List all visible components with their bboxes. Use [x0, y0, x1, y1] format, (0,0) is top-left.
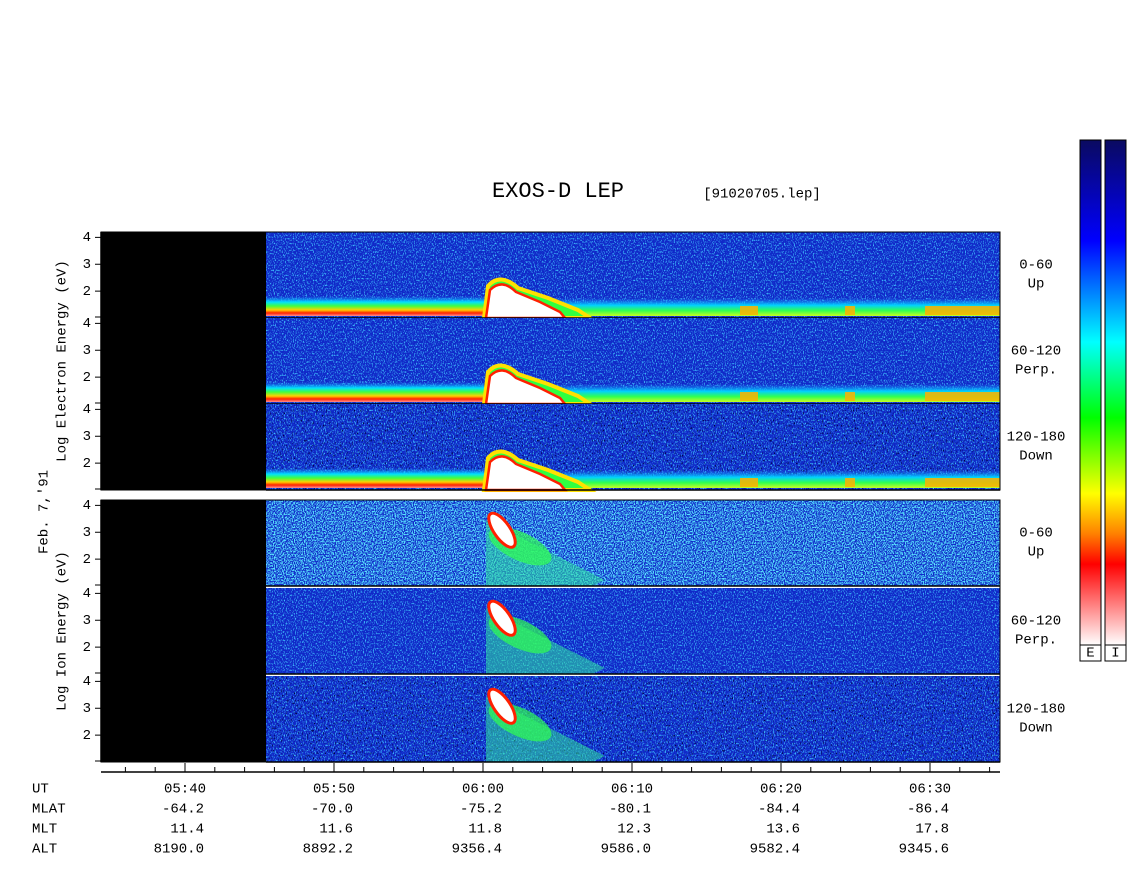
y-tick-label: 2 — [83, 456, 91, 472]
ephemeris-value: -64.2 — [162, 802, 204, 818]
y-tick-label: 3 — [83, 525, 91, 541]
colorbar-label: E — [1086, 646, 1094, 662]
electron-axis-label: Log Electron Energy (eV) — [55, 260, 71, 462]
y-tick-label: 3 — [83, 613, 91, 629]
y-tick-label: 4 — [83, 586, 91, 602]
ephemeris-value: 12.3 — [617, 822, 651, 838]
ephemeris-value: 8892.2 — [303, 842, 353, 858]
panel-direction: Up — [1028, 545, 1045, 561]
y-tick-label: 4 — [83, 402, 91, 418]
ephemeris-value: 8190.0 — [154, 842, 204, 858]
ut-label: 06:20 — [760, 782, 802, 798]
colorbar-i — [1104, 139, 1127, 646]
flux-band — [845, 478, 855, 487]
y-tick-label: 2 — [83, 370, 91, 386]
ut-label: 06:10 — [611, 782, 653, 798]
panel-range: 60-120 — [1011, 344, 1061, 360]
y-tick-label: 3 — [83, 343, 91, 359]
ephemeris-value: 9586.0 — [601, 842, 651, 858]
flux-enhancement — [484, 455, 568, 492]
no-data-region — [101, 500, 266, 762]
ephemeris-value: 13.6 — [766, 822, 800, 838]
panel-direction: Up — [1028, 277, 1045, 293]
flux-band — [845, 306, 855, 315]
flux-band — [925, 392, 1000, 401]
date-label: Feb. 7,'91 — [37, 470, 53, 554]
y-tick-label: 4 — [83, 674, 91, 690]
flux-band — [740, 478, 758, 487]
flux-band — [925, 306, 1000, 315]
plot-frame — [100, 231, 1001, 491]
panel-range: 120-180 — [1007, 702, 1066, 718]
ion-peak — [487, 511, 517, 549]
colorbar-label-box — [1079, 644, 1102, 662]
ion-axis-label: Log Ion Energy (eV) — [55, 551, 71, 711]
ut-label: 06:30 — [909, 782, 951, 798]
panel-range: 120-180 — [1007, 430, 1066, 446]
y-tick-label: 2 — [83, 552, 91, 568]
ephemeris-value: -75.2 — [460, 802, 502, 818]
flux-band — [740, 392, 758, 401]
panel-range: 60-120 — [1011, 614, 1061, 630]
flux-band — [266, 468, 484, 488]
flux-band — [266, 382, 484, 402]
colorbars: E I — [1079, 139, 1127, 662]
panel-direction: Down — [1019, 721, 1053, 737]
row-label: MLAT — [32, 802, 66, 818]
ephemeris-value: -70.0 — [311, 802, 353, 818]
no-data-region — [101, 232, 266, 490]
y-tick-label: 4 — [83, 230, 91, 246]
ut-label: 06:00 — [462, 782, 504, 798]
file-name: [91020705.lep] — [703, 187, 821, 203]
ion-peak — [487, 687, 517, 725]
ephemeris-value: 17.8 — [915, 822, 949, 838]
ephemeris-value: 9345.6 — [899, 842, 949, 858]
ephemeris-value: -86.4 — [907, 802, 949, 818]
y-tick-label: 4 — [83, 316, 91, 332]
flux-band — [740, 306, 758, 315]
panel-range: 0-60 — [1019, 258, 1053, 274]
y-tick-label: 2 — [83, 640, 91, 656]
flux-enhancement — [484, 283, 568, 320]
flux-enhancement — [484, 369, 568, 406]
flux-band — [925, 478, 1000, 487]
colorbar-label: I — [1111, 646, 1119, 662]
row-label: ALT — [32, 842, 57, 858]
spectrogram-noise — [266, 500, 1000, 586]
y-tick-label: 2 — [83, 284, 91, 300]
ephemeris-value: -80.1 — [609, 802, 651, 818]
ut-label: 05:40 — [164, 782, 206, 798]
panel-direction: Down — [1019, 449, 1053, 465]
ephemeris-value: 11.8 — [468, 822, 502, 838]
y-tick-label: 3 — [83, 701, 91, 717]
spectrogram-noise — [266, 588, 1000, 674]
flux-band — [266, 296, 484, 316]
y-tick-label: 3 — [83, 257, 91, 273]
panel-direction: Perp. — [1015, 363, 1057, 379]
panel-range: 0-60 — [1019, 526, 1053, 542]
ephemeris-value: 11.4 — [170, 822, 204, 838]
ephemeris-value: 9356.4 — [452, 842, 502, 858]
y-tick-label: 2 — [83, 728, 91, 744]
ephemeris-value: -84.4 — [758, 802, 800, 818]
row-label: UT — [32, 782, 49, 798]
ut-label: 05:50 — [313, 782, 355, 798]
plot-frame — [100, 499, 1001, 763]
y-tick-label: 4 — [83, 498, 91, 514]
flux-band — [845, 392, 855, 401]
colorbar-label-box — [1104, 644, 1127, 662]
spectrogram-dropouts — [266, 676, 1000, 762]
ephemeris-value: 9582.4 — [750, 842, 800, 858]
ephemeris-value: 11.6 — [319, 822, 353, 838]
title: EXOS-D LEP — [492, 179, 624, 204]
ion-peak — [487, 599, 517, 637]
row-label: MLT — [32, 822, 57, 838]
panel-direction: Perp. — [1015, 633, 1057, 649]
colorbar-e — [1079, 139, 1102, 646]
y-tick-label: 3 — [83, 429, 91, 445]
